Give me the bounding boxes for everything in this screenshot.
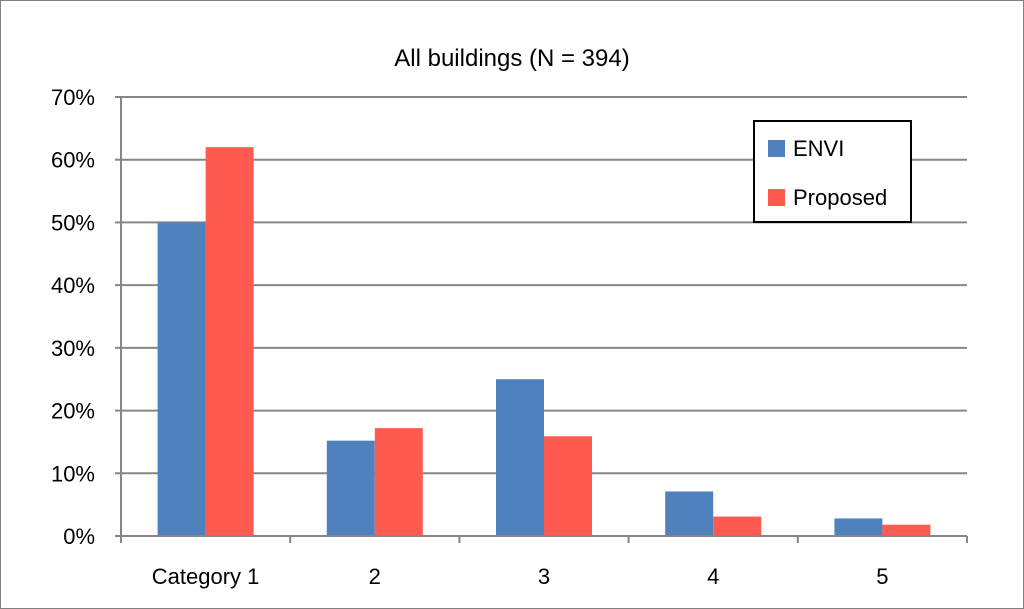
x-tick-label: 5	[876, 564, 888, 589]
bar-proposed-4	[713, 516, 762, 536]
x-tick-label: 2	[369, 564, 381, 589]
bar-envi-1	[157, 222, 206, 536]
axes	[115, 96, 968, 543]
bars	[157, 147, 931, 536]
legend-label-proposed: Proposed	[793, 185, 887, 210]
y-tick-label: 50%	[51, 210, 95, 235]
bar-proposed-3	[544, 436, 592, 536]
bar-envi-2	[326, 440, 375, 536]
legend: ENVI Proposed	[753, 120, 912, 223]
y-tick-label: 20%	[51, 399, 95, 424]
bar-envi-3	[496, 379, 544, 536]
y-tick-label: 40%	[51, 273, 95, 298]
legend-swatch-proposed	[768, 189, 785, 206]
x-tick-labels: Category 1 2 3 4 5	[152, 564, 889, 589]
bar-envi-4	[665, 491, 714, 536]
x-tick-label: 4	[707, 564, 719, 589]
x-tick-label: 3	[538, 564, 550, 589]
y-tick-label: 70%	[51, 85, 95, 110]
y-tick-label: 10%	[51, 461, 95, 486]
bar-proposed-5	[882, 524, 931, 536]
legend-swatch-envi	[768, 140, 785, 157]
y-tick-label: 30%	[51, 336, 95, 361]
x-tick-label: Category 1	[152, 564, 260, 589]
y-tick-label: 0%	[63, 524, 95, 549]
bar-envi-5	[834, 518, 883, 536]
y-tick-labels: 0% 10% 20% 30% 40% 50% 60% 70%	[51, 85, 95, 549]
bar-proposed-1	[205, 147, 254, 536]
legend-label-envi: ENVI	[793, 136, 844, 161]
chart-title: All buildings (N = 394)	[394, 45, 629, 72]
y-tick-label: 60%	[51, 148, 95, 173]
bar-proposed-2	[374, 428, 423, 536]
